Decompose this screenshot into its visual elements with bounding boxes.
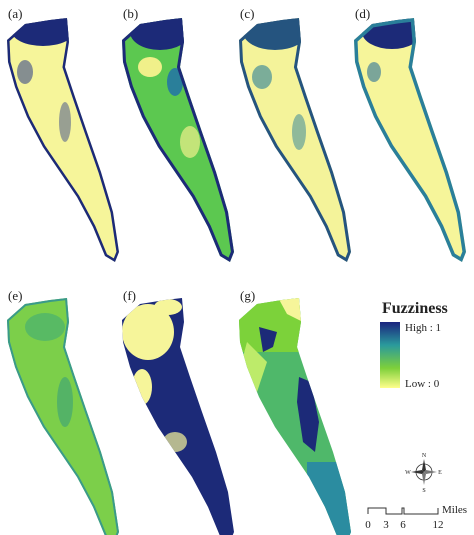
map-panel <box>122 18 234 262</box>
scale-tick: 12 <box>433 519 444 531</box>
legend-title: Fuzziness <box>382 300 448 317</box>
panel-label: (b) <box>123 6 138 21</box>
panel-label: (f) <box>123 288 136 303</box>
panel-label: (a) <box>8 6 22 21</box>
compass-s: S <box>422 488 425 494</box>
map-panel <box>122 298 234 535</box>
map-panel <box>239 18 351 262</box>
compass-n: N <box>422 453 427 459</box>
panel-label: (e) <box>8 288 22 303</box>
legend: Fuzziness High : 1 Low : 0 <box>380 300 448 390</box>
map-panel <box>354 18 466 262</box>
scale-tick: 3 <box>383 519 389 531</box>
compass-e: E <box>438 470 442 476</box>
panel-label: (g) <box>240 288 255 303</box>
compass: N E S W <box>405 453 442 494</box>
panel-label: (c) <box>240 6 254 21</box>
scale-tick: 6 <box>400 519 406 531</box>
map-panel <box>7 298 119 535</box>
legend-low: Low : 0 <box>405 378 440 390</box>
color-ramp <box>380 322 400 388</box>
legend-high: High : 1 <box>405 322 441 334</box>
scale-bar: 0 3 6 12 Miles <box>365 504 467 531</box>
scale-tick: 0 <box>365 519 371 531</box>
map-panel <box>239 298 351 535</box>
panel-label: (d) <box>355 6 370 21</box>
scale-unit: Miles <box>442 504 467 516</box>
map-panel <box>7 18 119 262</box>
compass-w: W <box>405 470 411 476</box>
